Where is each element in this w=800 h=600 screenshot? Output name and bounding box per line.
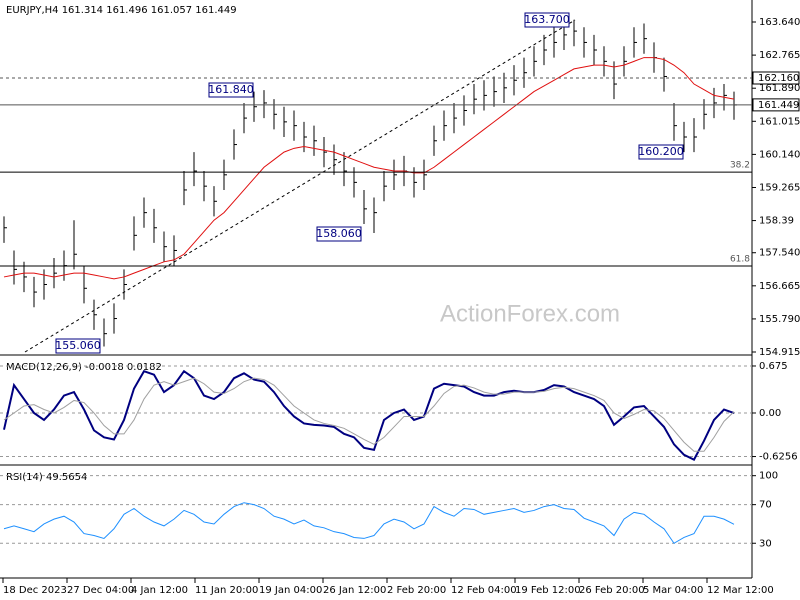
- x-tick-label: 19 Feb 12:00: [515, 585, 581, 596]
- annotation: 158.060: [316, 227, 362, 240]
- x-tick-label: 12 Feb 04:00: [451, 585, 517, 596]
- fib-label: 38.2: [730, 161, 750, 171]
- annotation: 160.200: [638, 145, 684, 158]
- y-tick-label: 157.540: [759, 248, 800, 259]
- y-tick-label: 154.915: [759, 347, 800, 358]
- series-line: [3, 369, 735, 461]
- y-tick-label: 160.140: [759, 149, 800, 160]
- x-tick-label: 11 Jan 20:00: [195, 585, 258, 596]
- annotation: 155.060: [55, 339, 101, 352]
- x-tick-label: 4 Jan 12:00: [131, 585, 188, 596]
- y-tick-label: -0.6256: [759, 452, 798, 463]
- x-tick-label: 2 Feb 20:00: [387, 585, 446, 596]
- y-tick-label: 100: [759, 471, 778, 482]
- panel-title: EURJPY,H4 161.314 161.496 161.057 161.44…: [6, 5, 237, 16]
- y-tick-label: 162.765: [759, 50, 800, 61]
- fib-label: 61.8: [730, 254, 750, 264]
- annotation-box: [208, 82, 254, 98]
- level-label: 162.160: [758, 73, 799, 84]
- y-tick-label: 0.675: [759, 361, 788, 372]
- panel-title: MACD(12,26,9) -0.0018 0.0182: [6, 362, 162, 373]
- trend-line: [24, 19, 576, 353]
- y-tick-label: 156.665: [759, 281, 800, 292]
- level-box: [752, 71, 800, 85]
- series-line: [3, 57, 735, 280]
- x-tick-label: 26 Feb 20:00: [579, 585, 645, 596]
- x-tick-label: 12 Mar 12:00: [707, 585, 774, 596]
- x-tick-label: 5 Mar 04:00: [643, 585, 703, 596]
- y-tick-label: 159.265: [759, 182, 800, 193]
- annotation-box: [524, 12, 570, 28]
- watermark: ActionForex.com: [440, 300, 620, 327]
- annotation-box: [316, 226, 362, 242]
- y-tick-label: 163.640: [759, 17, 800, 28]
- y-tick-label: 155.790: [759, 314, 800, 325]
- x-tick-label: 26 Jan 12:00: [323, 585, 386, 596]
- y-tick-label: 0.00: [759, 408, 781, 419]
- x-tick-label: 18 Dec 2023: [3, 585, 67, 596]
- annotation-box: [55, 338, 101, 354]
- annotation-box: [638, 144, 684, 160]
- y-tick-label: 158.39: [759, 216, 794, 227]
- y-tick-label: 161.015: [759, 116, 800, 127]
- panel-title: RSI(14) 49.5654: [6, 472, 87, 483]
- annotation: 163.700: [524, 13, 570, 26]
- level-box: [752, 98, 800, 112]
- annotation: 161.840: [208, 83, 254, 96]
- x-tick-label: 19 Jan 04:00: [259, 585, 322, 596]
- y-tick-label: 70: [759, 500, 772, 511]
- x-tick-label: 27 Dec 04:00: [67, 585, 134, 596]
- series-line: [3, 377, 735, 452]
- level-label: 161.449: [758, 100, 799, 111]
- series-line: [3, 502, 735, 544]
- y-tick-label: 161.890: [759, 83, 800, 94]
- y-tick-label: 30: [759, 538, 772, 549]
